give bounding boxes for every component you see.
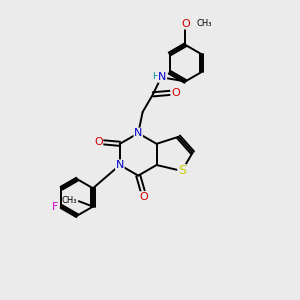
- Text: O: O: [140, 192, 148, 202]
- Text: O: O: [94, 137, 103, 147]
- Text: N: N: [116, 160, 124, 170]
- Text: H: H: [152, 72, 159, 81]
- Text: S: S: [178, 164, 186, 177]
- Text: F: F: [52, 202, 59, 212]
- Text: N: N: [158, 72, 166, 82]
- Text: CH₃: CH₃: [196, 19, 212, 28]
- Text: N: N: [134, 128, 142, 138]
- Text: O: O: [171, 88, 180, 98]
- Text: CH₃: CH₃: [62, 196, 77, 205]
- Text: O: O: [181, 19, 190, 29]
